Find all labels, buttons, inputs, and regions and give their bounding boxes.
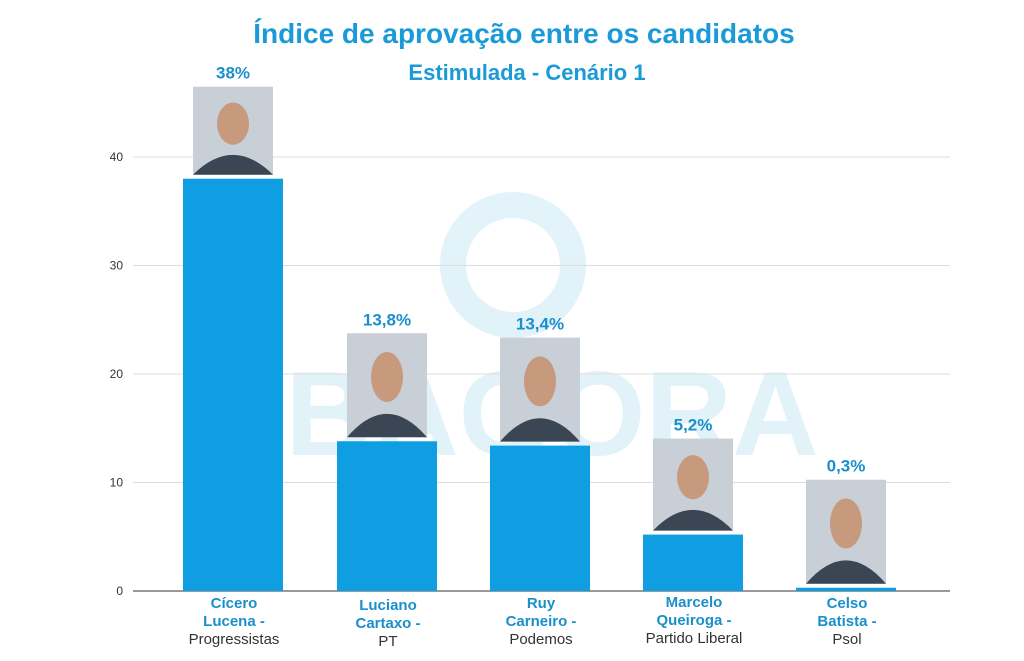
category-name-label: Carneiro -: [506, 613, 577, 630]
chart-subtitle: Estimulada - Cenário 1: [408, 60, 646, 85]
candidate-photos: [193, 86, 886, 584]
bar: [643, 534, 743, 591]
y-tick-label: 0: [116, 584, 123, 598]
category-party-label: Partido Liberal: [646, 630, 743, 647]
chart-title: Índice de aprovação entre os candidatos: [253, 18, 795, 49]
bar: [183, 178, 283, 591]
y-tick-label: 10: [110, 476, 124, 490]
category-party-label: PT: [378, 633, 397, 650]
data-label: 0,3%: [827, 457, 866, 476]
photo-shoulders: [193, 154, 273, 175]
bar: [337, 441, 437, 591]
y-axis: 0 10 20 30 40: [110, 150, 124, 598]
category-name-label: Cícero: [211, 595, 258, 612]
bars: [183, 178, 896, 591]
data-label: 13,4%: [516, 315, 564, 334]
category-party-label: Psol: [832, 631, 861, 648]
bar: [796, 587, 896, 591]
data-label: 38%: [216, 64, 250, 83]
category-name-label: Ruy: [527, 595, 556, 612]
photo-face: [217, 102, 249, 145]
category-name-label: Celso: [827, 595, 868, 612]
category-name-label: Luciano: [359, 597, 417, 614]
data-label: 5,2%: [674, 416, 713, 435]
category-name-label: Queiroga -: [656, 612, 731, 629]
candidate-photo: [653, 438, 733, 531]
candidate-photo: [806, 479, 886, 584]
data-label: 13,8%: [363, 310, 411, 329]
category-name-label: Batista -: [817, 613, 876, 630]
photo-shoulders: [806, 560, 886, 584]
candidate-photo: [193, 86, 273, 175]
y-tick-label: 20: [110, 367, 124, 381]
bar: [490, 445, 590, 591]
y-tick-label: 30: [110, 259, 124, 273]
candidate-photo: [347, 333, 427, 438]
photo-shoulders: [500, 418, 580, 442]
value-labels: 38% 13,8% 13,4% 5,2% 0,3%: [216, 64, 865, 476]
category-party-label: Podemos: [509, 631, 572, 648]
category-name-label: Cartaxo -: [355, 615, 420, 632]
photo-face: [830, 498, 862, 549]
photo-shoulders: [347, 413, 427, 438]
category-name-label: Marcelo: [666, 594, 723, 611]
category-party-label: Progressistas: [189, 631, 280, 648]
photo-face: [524, 356, 556, 407]
y-tick-label: 40: [110, 150, 124, 164]
photo-shoulders: [653, 509, 733, 531]
category-name-label: Lucena -: [203, 613, 265, 630]
photo-face: [371, 351, 403, 402]
photo-face: [677, 455, 709, 500]
candidate-photo: [500, 337, 580, 442]
